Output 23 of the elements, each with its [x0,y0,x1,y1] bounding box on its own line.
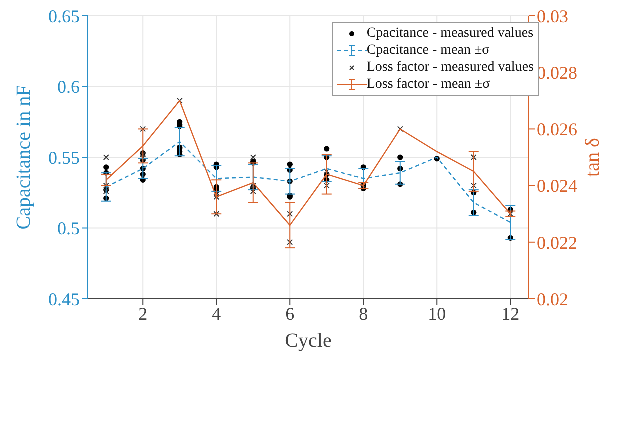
legend-label: Loss factor - mean ±σ [366,77,490,92]
y2-tick-label: 0.026 [537,120,578,140]
y2-tick-label: 0.024 [537,176,578,196]
x-tick-label: 8 [359,304,368,324]
y-tick-label: 0.5 [58,218,80,239]
legend-label: Loss factor - measured values [366,60,534,75]
x-tick-label: 4 [212,304,222,324]
x-tick-label: 10 [428,304,446,324]
y-axis-title: Capacitance in nF [13,85,35,230]
y2-tick-label: 0.02 [537,289,568,310]
y2-axis-title: tan δ [582,138,604,177]
y-tick-label: 0.6 [58,77,80,98]
x-tick-label: 2 [138,304,148,324]
legend-label: Cpacitance - mean ±σ [366,43,490,58]
legend-label: Cpacitance - measured values [366,26,534,41]
y-tick-label: 0.65 [48,6,80,26]
y-tick-label: 0.45 [48,289,80,310]
y-tick-label: 0.55 [48,148,80,168]
y2-tick-label: 0.03 [537,6,568,26]
x-tick-label: 12 [502,304,520,324]
y2-tick-label: 0.022 [537,232,578,253]
x-tick-label: 6 [286,304,295,324]
x-axis-title: Cycle [285,330,332,352]
